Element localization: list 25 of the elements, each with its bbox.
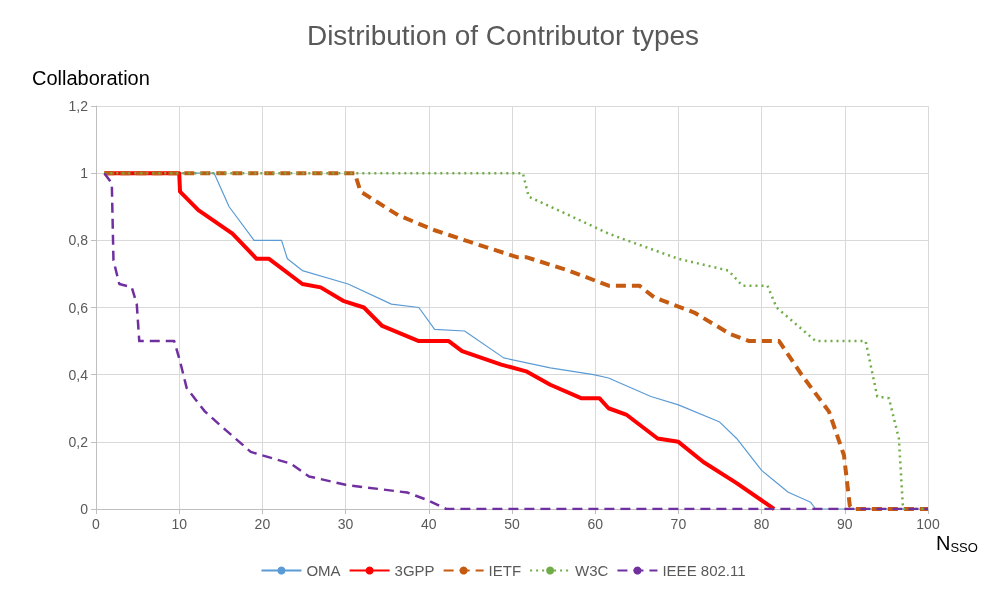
x-tick-label: 80 bbox=[753, 516, 770, 532]
legend-label: IETF bbox=[488, 562, 522, 579]
y-tick-label: 0,2 bbox=[68, 433, 89, 450]
y-tick-label: 0,4 bbox=[68, 366, 89, 383]
x-tick-label: 50 bbox=[504, 516, 520, 532]
x-tick-label: 0 bbox=[92, 516, 101, 532]
y-tick-label: 1 bbox=[80, 165, 89, 182]
legend-label: IEEE 802.11 bbox=[662, 562, 746, 579]
chart-title: Distribution of Contributor types bbox=[306, 19, 700, 51]
x-tick-label: 10 bbox=[171, 516, 188, 532]
y-axis-title: Collaboration bbox=[32, 67, 150, 89]
legend-label: W3C bbox=[575, 562, 609, 579]
y-tick-label: 0,6 bbox=[68, 299, 89, 316]
x-tick-label: 20 bbox=[254, 516, 271, 532]
y-tick-label: 1,2 bbox=[68, 98, 89, 114]
legend-label: 3GPP bbox=[394, 562, 435, 579]
y-tick-label: 0 bbox=[80, 501, 89, 517]
y-tick-label: 0,8 bbox=[68, 232, 89, 249]
x-tick-label: 30 bbox=[337, 516, 354, 532]
legend-label: OMA bbox=[306, 562, 341, 579]
x-tick-label: 100 bbox=[916, 516, 940, 532]
x-tick-label: 40 bbox=[421, 516, 437, 532]
x-tick-label: 70 bbox=[670, 516, 687, 532]
x-tick-label: 90 bbox=[837, 516, 853, 532]
x-tick-label: 60 bbox=[587, 516, 604, 532]
